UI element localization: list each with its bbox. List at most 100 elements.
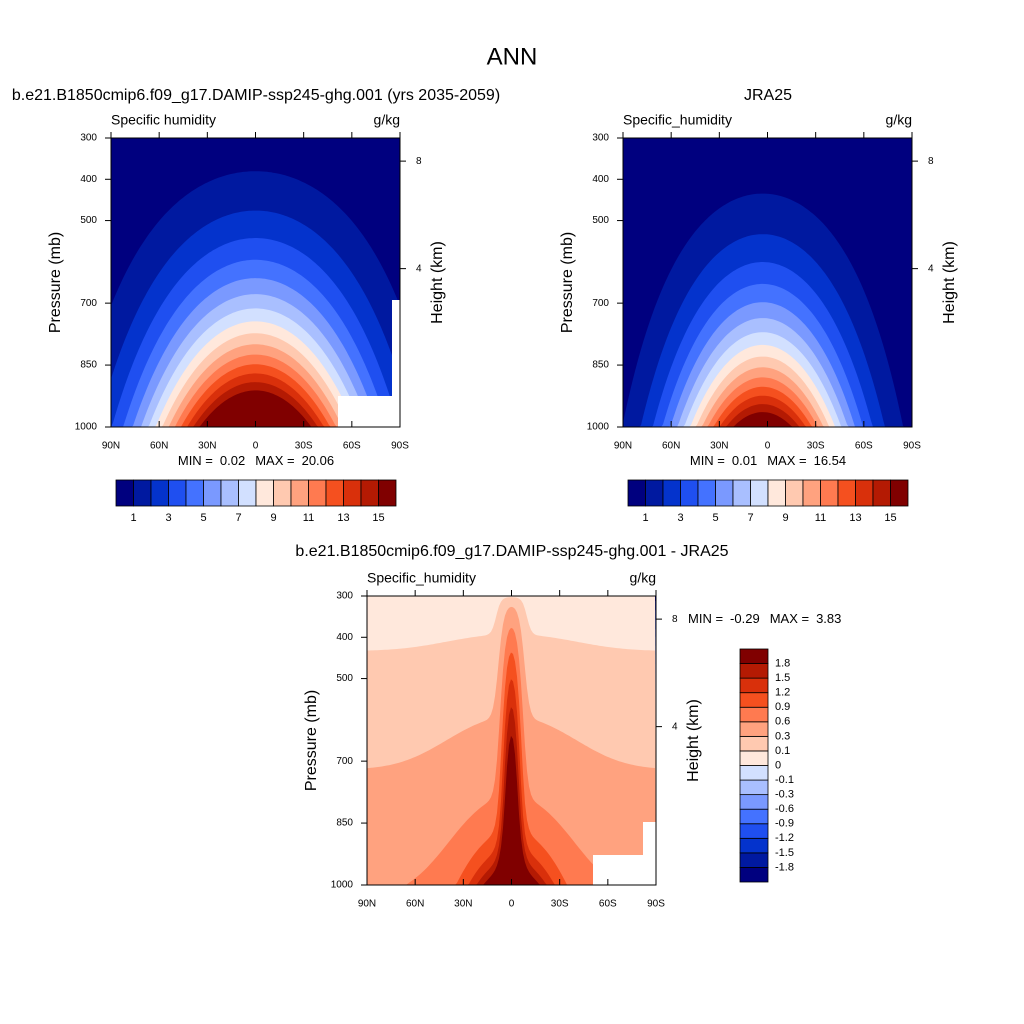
missing-data — [643, 822, 656, 855]
colorbar-box — [739, 765, 769, 781]
colorbar-box — [837, 479, 856, 507]
missing-data — [392, 300, 400, 396]
colorbar-box — [739, 648, 769, 664]
colorbar-label: 15 — [372, 512, 384, 524]
x-tick-label: 60N — [662, 441, 680, 452]
colorbar-box — [290, 479, 309, 507]
colorbar-label: -0.6 — [775, 803, 794, 815]
x-tick-label: 60S — [343, 441, 361, 452]
colorbar-label: 15 — [884, 512, 896, 524]
colorbar-box — [203, 479, 222, 507]
colorbar-label: 13 — [337, 512, 349, 524]
colorbar-label: 11 — [303, 512, 314, 524]
colorbar-label: 1.8 — [775, 657, 790, 669]
x-tick-label: 30N — [454, 899, 472, 910]
colorbar-box — [739, 823, 769, 839]
contour-band — [367, 735, 656, 885]
x-tick-label: 30S — [551, 899, 569, 910]
y-tick-label: 850 — [336, 818, 353, 829]
x-tick-label: 0 — [509, 899, 515, 910]
min-max-part: MIN = — [688, 611, 723, 626]
x-tick-label: 90N — [358, 899, 376, 910]
colorbar-label: -1.5 — [775, 847, 794, 859]
colorbar-label: 1 — [642, 512, 648, 524]
colorbar-label: 9 — [782, 512, 788, 524]
y-tick-label: 1000 — [75, 422, 98, 433]
missing-data — [338, 396, 400, 427]
colorbar-label: -0.9 — [775, 818, 794, 830]
colorbar-box — [739, 867, 769, 883]
colorbar-box — [802, 479, 821, 507]
colorbar-box — [150, 479, 169, 507]
colorbar-label: -1.2 — [775, 832, 794, 844]
colorbar-box — [739, 692, 769, 708]
y-tick-label: 500 — [336, 673, 353, 684]
colorbar-label: 0.9 — [775, 701, 790, 713]
colorbar-label: -0.1 — [775, 774, 794, 786]
min-max-part: MAX = — [255, 453, 294, 468]
min-max: MIN = -0.29 MAX = 3.83 — [688, 611, 841, 626]
min-max: MIN = 0.02 MAX = 20.06 — [178, 453, 334, 468]
y-tick-label: 400 — [80, 174, 97, 185]
left-label: Specific humidity — [111, 112, 216, 128]
colorbar-box — [627, 479, 646, 507]
min-max: MIN = 0.01 MAX = 16.54 — [690, 453, 846, 468]
colorbar-label: 0 — [775, 759, 781, 771]
colorbar-box — [697, 479, 716, 507]
colorbar-box — [168, 479, 187, 507]
y-tick-label: 700 — [336, 756, 353, 767]
colorbar-box — [785, 479, 804, 507]
min-max-part: MIN = — [178, 453, 213, 468]
y-tick-label: 400 — [336, 632, 353, 643]
min-max-part: MAX = — [767, 453, 806, 468]
colorbar-box — [343, 479, 362, 507]
x-tick-label: 30N — [198, 441, 216, 452]
colorbar-label: 7 — [747, 512, 753, 524]
colorbar-box — [360, 479, 379, 507]
colorbar-box — [255, 479, 274, 507]
figure-title: ANN — [487, 43, 538, 70]
colorbar-box — [273, 479, 292, 507]
left-label: Specific_humidity — [623, 112, 732, 128]
colorbar-label: 1.5 — [775, 672, 790, 684]
y-axis-label: Pressure (mb) — [303, 690, 320, 791]
x-tick-label: 30N — [710, 441, 728, 452]
min-max-part: 3.83 — [816, 611, 841, 626]
x-tick-label: 60N — [150, 441, 168, 452]
contour-band — [623, 412, 912, 427]
colorbar-label: 3 — [165, 512, 171, 524]
y-tick-label: 500 — [80, 215, 97, 226]
min-max-part: 20.06 — [302, 453, 335, 468]
min-max-part: 0.02 — [220, 453, 245, 468]
y2-axis-label: Height (km) — [941, 241, 958, 324]
x-tick-label: 90S — [903, 441, 921, 452]
colorbar-box — [238, 479, 257, 507]
colorbar-label: 0.6 — [775, 716, 790, 728]
colorbar-box — [220, 479, 239, 507]
min-max-part: -0.29 — [730, 611, 760, 626]
min-max-part: MIN = — [690, 453, 725, 468]
right-label: g/kg — [374, 112, 400, 128]
colorbar-box — [820, 479, 839, 507]
x-tick-label: 60S — [855, 441, 873, 452]
x-tick-label: 90S — [647, 899, 665, 910]
y-tick-label: 400 — [592, 174, 609, 185]
colorbar-box — [325, 479, 344, 507]
min-max-part: MAX = — [770, 611, 809, 626]
colorbar-box — [115, 479, 134, 507]
y-tick-label: 300 — [80, 133, 97, 144]
colorbar-box — [739, 852, 769, 868]
colorbar-box — [739, 837, 769, 854]
y2-tick-label: 8 — [416, 156, 422, 167]
colorbar-box — [767, 479, 786, 507]
colorbar-box — [645, 479, 664, 507]
y-tick-label: 500 — [592, 215, 609, 226]
y-tick-label: 300 — [592, 133, 609, 144]
colorbar-box — [739, 735, 769, 752]
colorbar-label: -1.8 — [775, 861, 794, 873]
y2-tick-label: 4 — [672, 721, 678, 732]
colorbar-box — [715, 479, 734, 507]
colorbar-label: 9 — [270, 512, 276, 524]
y-tick-label: 850 — [592, 360, 609, 371]
right-label: g/kg — [630, 570, 656, 586]
